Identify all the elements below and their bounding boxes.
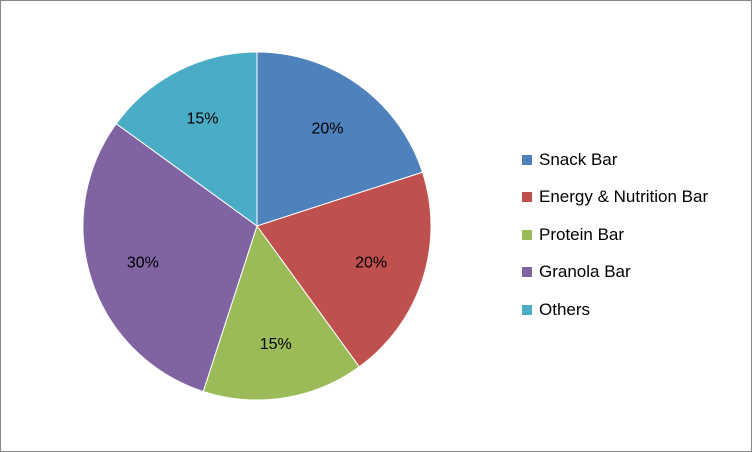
legend-item-granola-bar: Granola Bar xyxy=(522,254,747,292)
legend-label: Others xyxy=(539,299,591,319)
pie-labels: 20% 20% 15% 30% 15% xyxy=(127,111,387,353)
legend-swatch xyxy=(522,267,532,278)
data-label: 20% xyxy=(355,255,387,272)
legend-item-others: Others xyxy=(522,291,747,329)
legend-label: Protein Bar xyxy=(539,224,625,244)
pie-slice-granola-bar xyxy=(82,123,258,393)
legend-label: Snack Bar xyxy=(539,149,618,169)
legend-swatch xyxy=(522,229,532,240)
data-label: 30% xyxy=(127,255,159,272)
pie-slice-energy-nutrition-bar xyxy=(256,171,432,368)
pie-slices xyxy=(82,51,432,401)
legend-swatch xyxy=(522,192,532,203)
legend-item-energy-nutrition-bar: Energy & Nutrition Bar xyxy=(522,179,747,217)
legend-item-protein-bar: Protein Bar xyxy=(522,216,747,254)
legend: Snack Bar Energy & Nutrition Bar Protein… xyxy=(522,141,747,329)
legend-swatch xyxy=(522,304,532,315)
legend-label: Granola Bar xyxy=(539,262,631,282)
legend-label: Energy & Nutrition Bar xyxy=(539,187,709,207)
data-label: 20% xyxy=(312,120,344,137)
pie-slice-protein-bar xyxy=(202,224,360,401)
pie-slice-snack-bar xyxy=(256,51,424,227)
legend-item-snack-bar: Snack Bar xyxy=(522,141,747,179)
data-label: 15% xyxy=(187,111,219,128)
legend-swatch xyxy=(522,154,532,165)
pie-slice-others xyxy=(115,51,258,227)
data-label: 15% xyxy=(260,336,292,353)
